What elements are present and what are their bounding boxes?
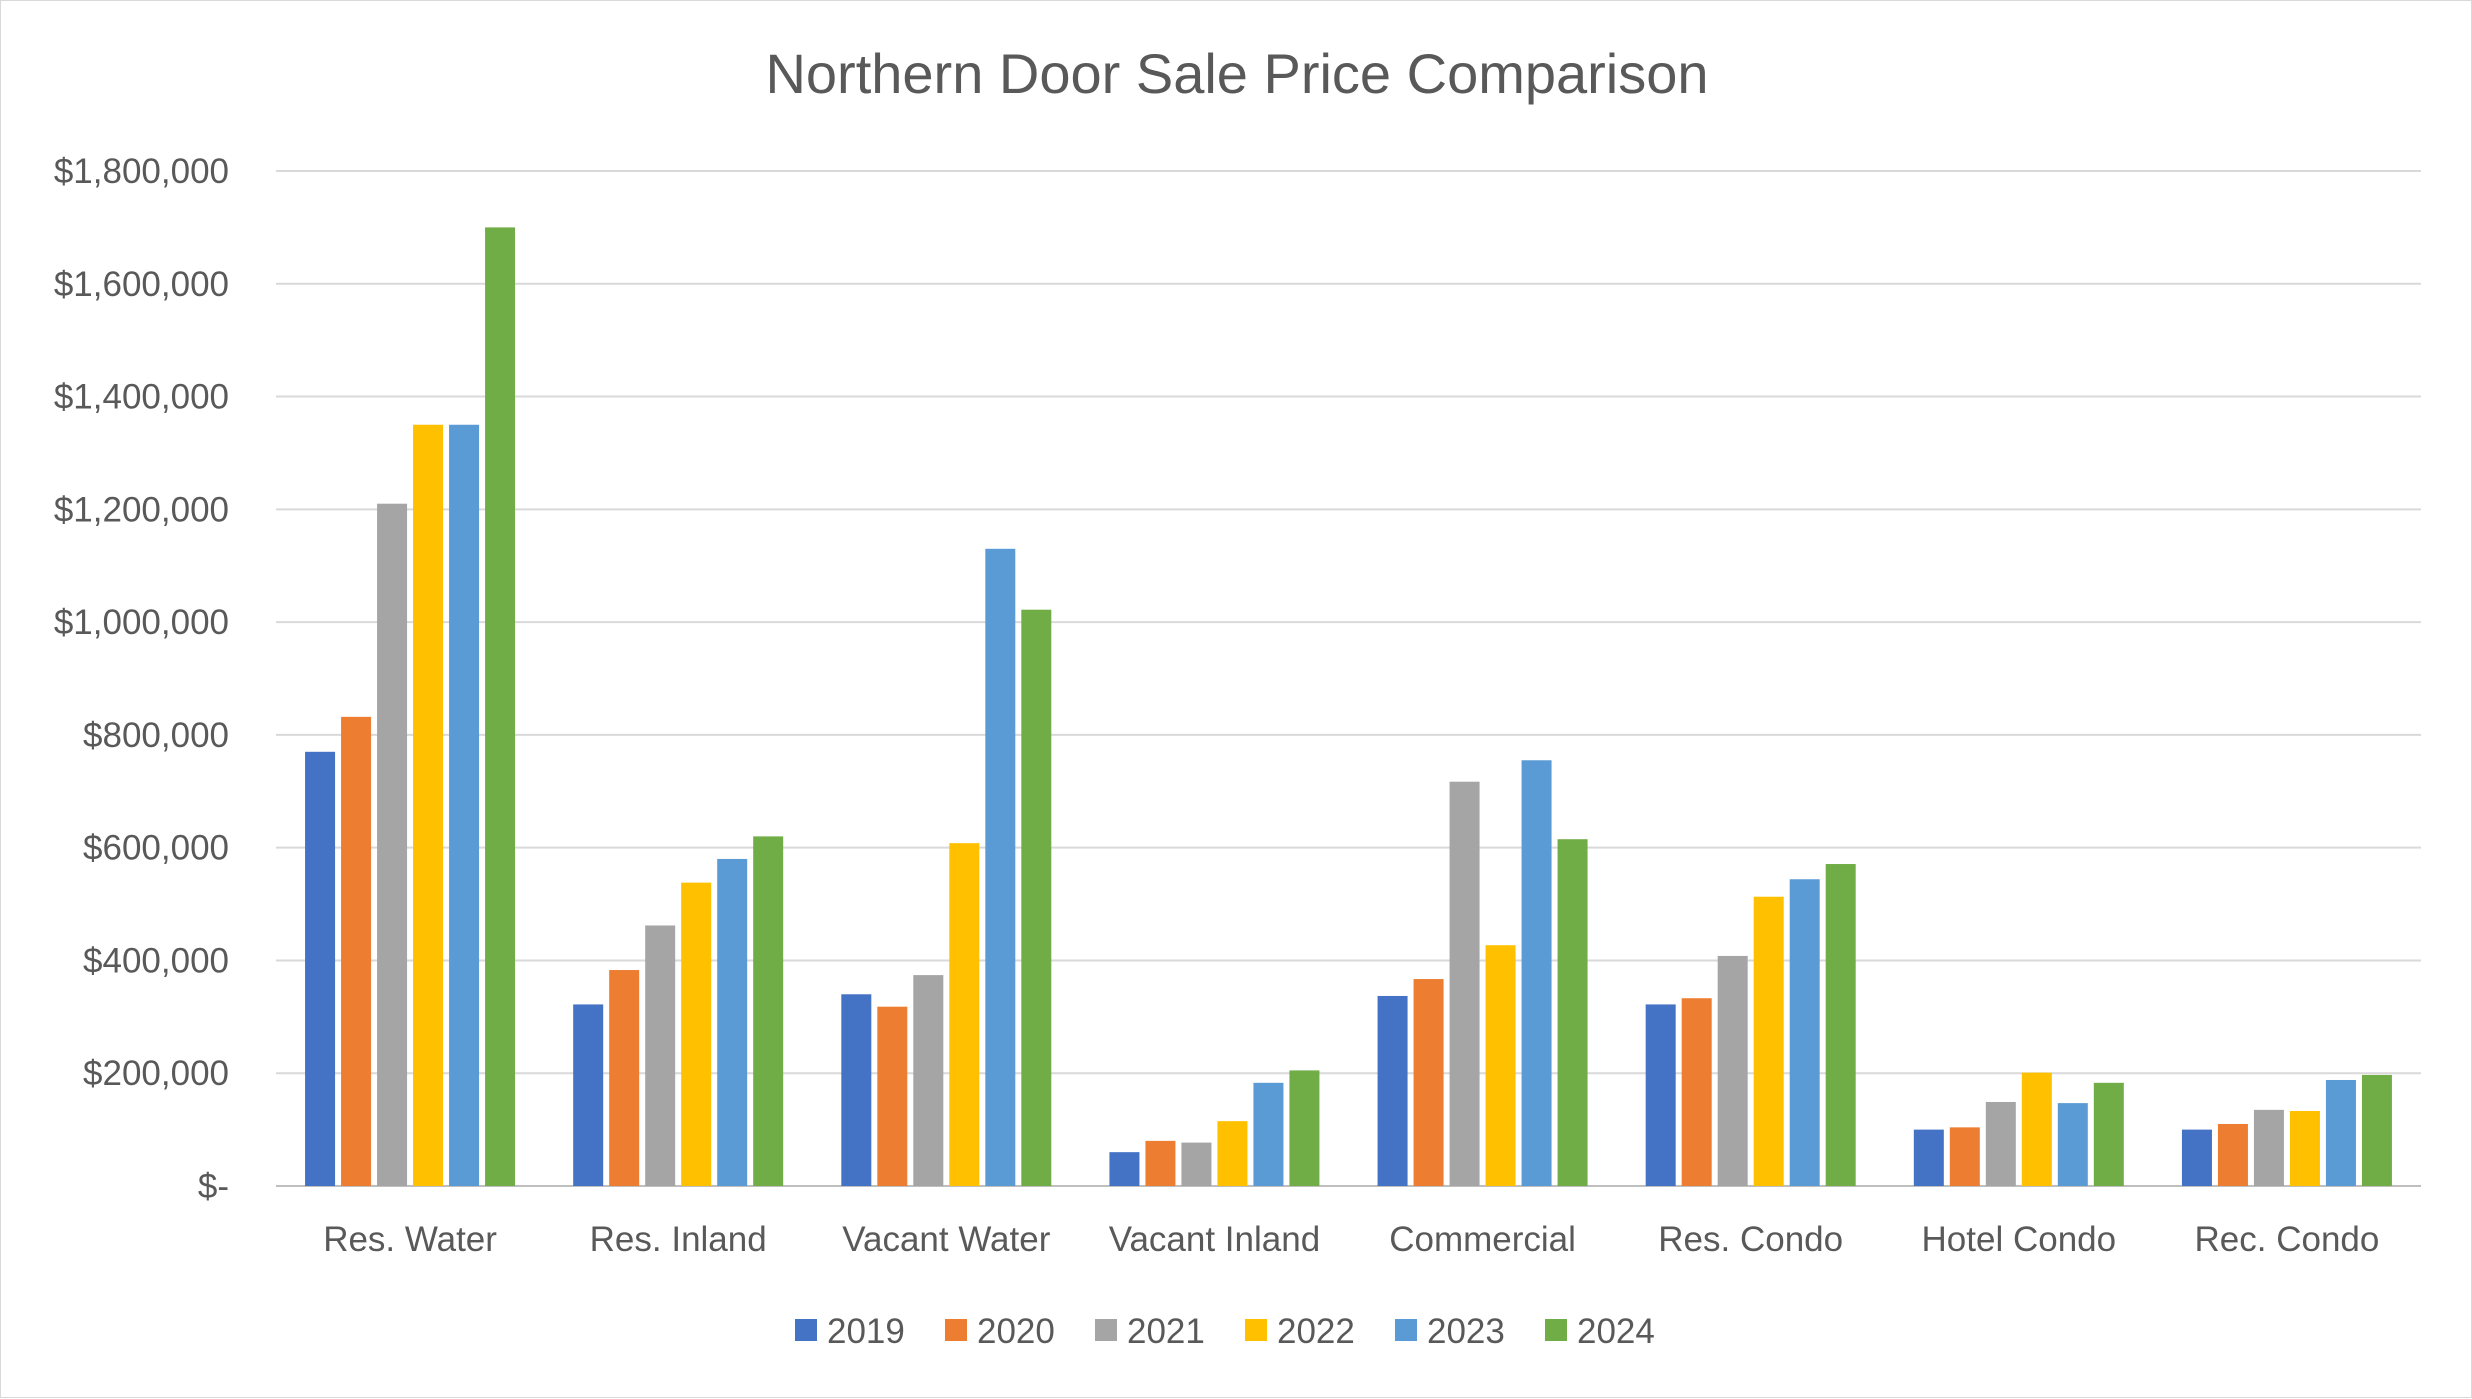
bar-2023-res-water	[449, 424, 480, 1186]
y-axis: $- $200,000 $400,000 $600,000 $800,000 $1,000…	[54, 152, 229, 1206]
bar-2020-commercial	[1413, 979, 1444, 1186]
bars	[305, 227, 2392, 1186]
bar-2021-res-inland	[645, 925, 676, 1186]
x-tick-label: Commercial	[1389, 1220, 1576, 1259]
x-tick-label: Res. Water	[323, 1220, 497, 1259]
bar-2023-res-inland	[717, 858, 748, 1186]
bar-2022-res-condo	[1753, 896, 1784, 1186]
legend-label-2024: 2024	[1577, 1312, 1655, 1351]
bar-2022-res-inland	[681, 882, 712, 1186]
legend-swatch-2021	[1095, 1319, 1117, 1341]
x-axis: Res. Water Res. Inland Vacant Water Vacant …	[323, 1220, 2379, 1259]
chart-title: Northern Door Sale Price Comparison	[765, 42, 1708, 105]
legend: 2019 2020 2021 2022 2023 2024	[795, 1312, 1655, 1351]
y-tick-label: $1,200,000	[54, 490, 229, 529]
y-tick-label: $200,000	[83, 1054, 229, 1093]
bar-2019-commercial	[1377, 995, 1408, 1186]
bar-2024-res-condo	[1825, 864, 1856, 1186]
bar-2021-res-condo	[1717, 955, 1748, 1186]
x-tick-label: Hotel Condo	[1922, 1220, 2117, 1259]
legend-swatch-2023	[1395, 1319, 1417, 1341]
bar-2020-vacant-water	[877, 1006, 908, 1186]
bar-2021-res-water	[377, 503, 408, 1186]
bar-2024-res-water	[485, 227, 516, 1186]
bar-2022-res-water	[413, 424, 444, 1186]
bar-2019-res-water	[305, 751, 336, 1186]
bar-2019-res-condo	[1645, 1004, 1676, 1186]
legend-label-2020: 2020	[977, 1312, 1055, 1351]
bar-2020-res-water	[341, 716, 372, 1186]
bar-2023-vacant-water	[985, 548, 1016, 1186]
bar-2019-res-inland	[573, 1004, 604, 1186]
y-tick-label: $1,800,000	[54, 152, 229, 191]
bar-2022-hotel-condo	[2021, 1072, 2052, 1186]
x-tick-label: Rec. Condo	[2195, 1220, 2380, 1259]
y-tick-label: $-	[198, 1167, 229, 1206]
y-tick-label: $600,000	[83, 829, 229, 868]
bar-2019-hotel-condo	[1913, 1129, 1944, 1186]
legend-swatch-2020	[945, 1319, 967, 1341]
bar-2024-commercial	[1557, 839, 1588, 1186]
bar-2024-vacant-inland	[1289, 1070, 1320, 1186]
bar-2024-res-inland	[753, 836, 784, 1186]
bar-2024-hotel-condo	[2093, 1082, 2124, 1186]
bar-2023-hotel-condo	[2057, 1103, 2088, 1186]
bar-2023-rec-condo	[2325, 1079, 2356, 1186]
bar-2023-res-condo	[1789, 879, 1820, 1186]
legend-swatch-2024	[1545, 1319, 1567, 1341]
bar-2021-commercial	[1449, 781, 1480, 1186]
bar-2021-vacant-inland	[1181, 1142, 1212, 1186]
bar-2023-vacant-inland	[1253, 1082, 1284, 1186]
bar-2022-rec-condo	[2289, 1111, 2320, 1186]
y-tick-label: $800,000	[83, 716, 229, 755]
legend-swatch-2019	[795, 1319, 817, 1341]
bar-2020-res-condo	[1681, 998, 1712, 1186]
y-tick-label: $1,600,000	[54, 265, 229, 304]
legend-label-2023: 2023	[1427, 1312, 1505, 1351]
legend-label-2019: 2019	[827, 1312, 905, 1351]
bar-2020-vacant-inland	[1145, 1140, 1176, 1186]
bar-2024-vacant-water	[1021, 609, 1052, 1186]
bar-2023-commercial	[1521, 760, 1552, 1186]
bar-2019-rec-condo	[2181, 1129, 2212, 1186]
y-tick-label: $1,400,000	[54, 378, 229, 417]
bar-2021-rec-condo	[2253, 1109, 2284, 1186]
bar-2020-rec-condo	[2217, 1123, 2248, 1186]
legend-label-2021: 2021	[1127, 1312, 1205, 1351]
bar-2021-hotel-condo	[1985, 1101, 2016, 1186]
x-tick-label: Res. Inland	[590, 1220, 767, 1259]
legend-label-2022: 2022	[1277, 1312, 1355, 1351]
y-tick-label: $1,000,000	[54, 603, 229, 642]
bar-2022-vacant-inland	[1217, 1121, 1248, 1186]
x-tick-label: Res. Condo	[1658, 1220, 1843, 1259]
bar-2020-res-inland	[609, 970, 640, 1186]
bar-2022-vacant-water	[949, 843, 980, 1186]
bar-2019-vacant-inland	[1109, 1152, 1140, 1186]
legend-swatch-2022	[1245, 1319, 1267, 1341]
x-tick-label: Vacant Water	[842, 1220, 1050, 1259]
bar-2022-commercial	[1485, 945, 1516, 1186]
bar-2019-vacant-water	[841, 994, 872, 1186]
y-tick-label: $400,000	[83, 941, 229, 980]
bar-2024-rec-condo	[2361, 1074, 2392, 1186]
bar-2020-hotel-condo	[1949, 1127, 1980, 1186]
x-tick-label: Vacant Inland	[1109, 1220, 1320, 1259]
bar-2021-vacant-water	[913, 975, 944, 1186]
